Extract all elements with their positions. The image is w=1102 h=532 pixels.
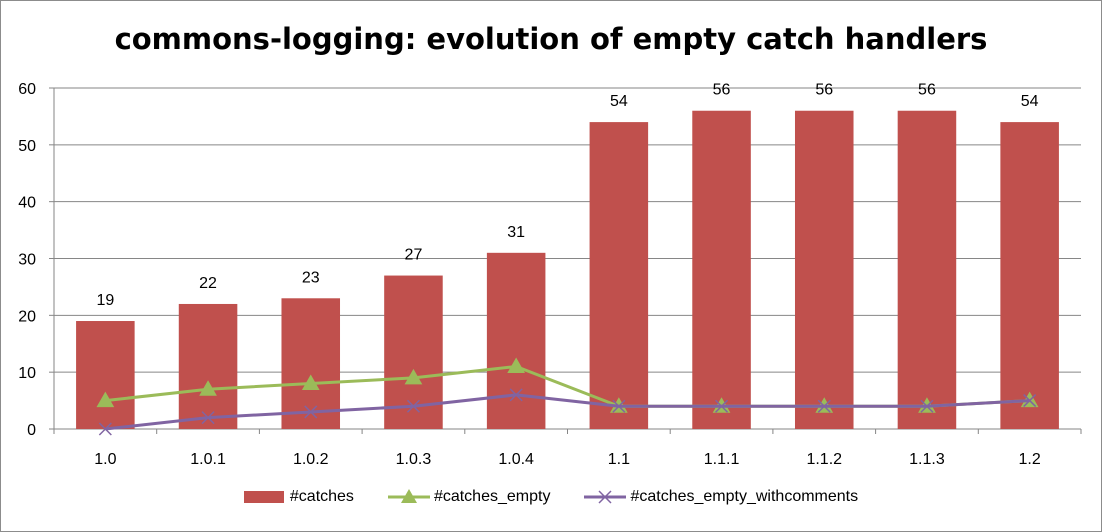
legend-triangle-marker [400, 489, 417, 503]
bar [692, 110, 751, 429]
bar-data-label: 23 [302, 269, 320, 286]
x-marker-stroke [1023, 394, 1037, 408]
x-marker [304, 405, 318, 419]
chart-title: commons-logging: evolution of empty catc… [114, 22, 988, 56]
x-marker [98, 422, 112, 436]
legend-swatch [243, 491, 284, 503]
x-marker [715, 399, 729, 413]
triangle-marker [507, 357, 526, 373]
legend-line-key [584, 490, 627, 504]
x-tick-label: 1.1 [608, 451, 630, 468]
bar-data-label: 27 [405, 247, 423, 264]
legend-item: #catches [243, 488, 354, 506]
triangle-marker [301, 374, 320, 391]
labels: 0 10 20 30 40 50 60 1.0 1.0.1 1.0.2 1.0.3 1.0.4 1.1 1… [18, 81, 1041, 468]
bar [589, 122, 649, 429]
y-tick-label: 0 [27, 422, 36, 439]
x-tick-label: 1.0.2 [293, 451, 329, 468]
y-tick-label: 50 [18, 138, 36, 155]
x-marker-stroke [509, 388, 523, 402]
legend-x-marker [598, 490, 612, 504]
x-tick-label: 1.1.1 [704, 451, 740, 468]
line-series [96, 357, 1039, 436]
bar-data-label: 56 [815, 82, 833, 99]
x-tick-label: 1.1.2 [806, 451, 842, 468]
x-marker [612, 399, 626, 413]
bar [1000, 122, 1059, 429]
x-marker [1023, 394, 1037, 408]
triangle-marker [96, 391, 115, 408]
triangle-marker [199, 380, 217, 396]
bar-data-label: 54 [1021, 93, 1039, 110]
x-tick-label: 1.0.3 [396, 451, 432, 468]
legend-label: #catches [289, 488, 354, 505]
legend: #catches #catches_empty #catches_empty_wit… [0, 488, 1102, 506]
bar-series [76, 110, 1059, 429]
triangle-marker [404, 368, 423, 385]
legend-item: #catches_empty [387, 488, 551, 506]
bar [897, 110, 957, 429]
x-marker-stroke [406, 399, 420, 413]
legend-label: #catches_empty [433, 488, 551, 505]
legend-line-key [387, 489, 430, 503]
bar-data-label: 56 [918, 82, 936, 99]
legend-bar-swatch [243, 491, 284, 503]
x-marker [817, 399, 831, 413]
y-tick-label: 30 [18, 252, 36, 269]
y-tick-label: 60 [18, 81, 36, 98]
bar-data-label: 56 [713, 82, 731, 99]
x-marker [509, 388, 523, 402]
bar-data-label: 31 [507, 224, 525, 241]
x-marker-stroke [304, 405, 318, 419]
bar [486, 252, 546, 429]
x-marker-stroke [612, 399, 626, 413]
bar [178, 303, 238, 429]
bar [76, 321, 135, 429]
x-tick-label: 1.2 [1019, 451, 1041, 468]
x-marker-stroke [715, 399, 729, 413]
series-line [105, 393, 1030, 431]
x-tick-label: 1.0.1 [190, 451, 226, 468]
x-marker-stroke [201, 411, 215, 425]
bar-data-label: 19 [96, 292, 114, 309]
x-marker [201, 411, 215, 425]
x-tick-label: 1.0 [94, 451, 116, 468]
legend-item: #catches_empty_withcomments [584, 488, 858, 506]
bar [794, 110, 854, 429]
x-marker-stroke [920, 399, 934, 413]
x-marker [920, 399, 934, 413]
x-marker-stroke [98, 422, 112, 436]
y-tick-label: 10 [18, 365, 36, 382]
x-tick-label: 1.1.3 [909, 451, 945, 468]
y-tick-label: 40 [18, 195, 36, 212]
x-tick-label: 1.0.4 [498, 451, 534, 468]
legend-label: #catches_empty_withcomments [630, 488, 859, 505]
bar [281, 298, 341, 429]
y-tick-label: 20 [18, 308, 36, 325]
bar-data-label: 54 [610, 93, 628, 110]
bar-data-label: 22 [199, 275, 217, 292]
x-marker-stroke [817, 399, 831, 413]
x-marker [406, 399, 420, 413]
